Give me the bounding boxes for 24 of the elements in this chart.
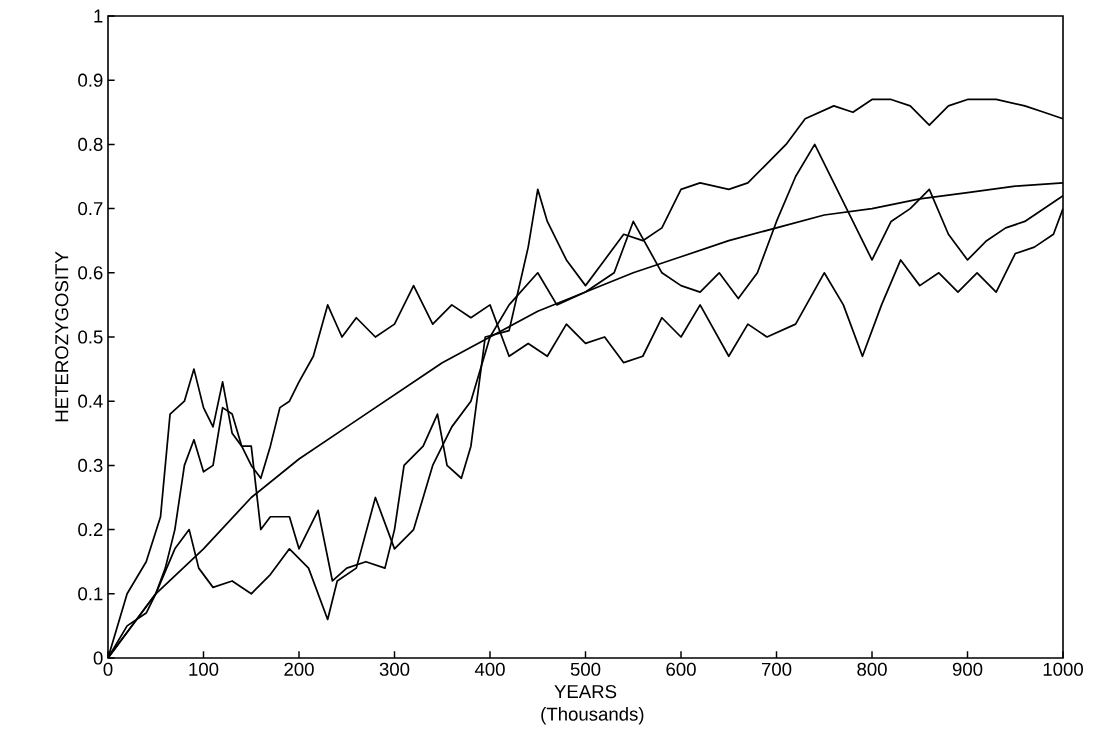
x-tick-label: 800 xyxy=(857,662,887,676)
x-tick-label: 100 xyxy=(189,662,219,676)
y-tick-label: 0 xyxy=(93,651,103,665)
x-tick-label: 200 xyxy=(284,662,314,676)
x-tick-label: 700 xyxy=(761,662,792,676)
y-tick-label: 0.2 xyxy=(78,523,103,537)
x-tick-label: 600 xyxy=(666,662,696,676)
y-tick-label: 0.5 xyxy=(78,330,103,344)
x-tick-label: 500 xyxy=(570,662,601,676)
y-tick-label: 0.1 xyxy=(78,587,103,601)
y-tick-label: 0.7 xyxy=(78,202,103,216)
x-axis-title: YEARS (Thousands) xyxy=(541,684,644,725)
y-tick-label: 0.9 xyxy=(78,73,103,87)
x-tick-label: 1000 xyxy=(1043,662,1083,676)
y-tick-label: 0.8 xyxy=(78,137,103,151)
x-tick-label: 900 xyxy=(952,662,983,676)
y-tick-label: 0.3 xyxy=(78,458,103,472)
x-tick-label: 300 xyxy=(379,662,410,676)
y-tick-label: 1 xyxy=(94,9,103,23)
y-tick-label: 0.6 xyxy=(78,266,103,280)
x-tick-label: 400 xyxy=(474,662,505,676)
y-tick-label: 0.4 xyxy=(78,394,103,408)
y-axis-title: HETEROZYGOSITY xyxy=(55,251,69,422)
x-tick-label: 0 xyxy=(103,662,113,676)
